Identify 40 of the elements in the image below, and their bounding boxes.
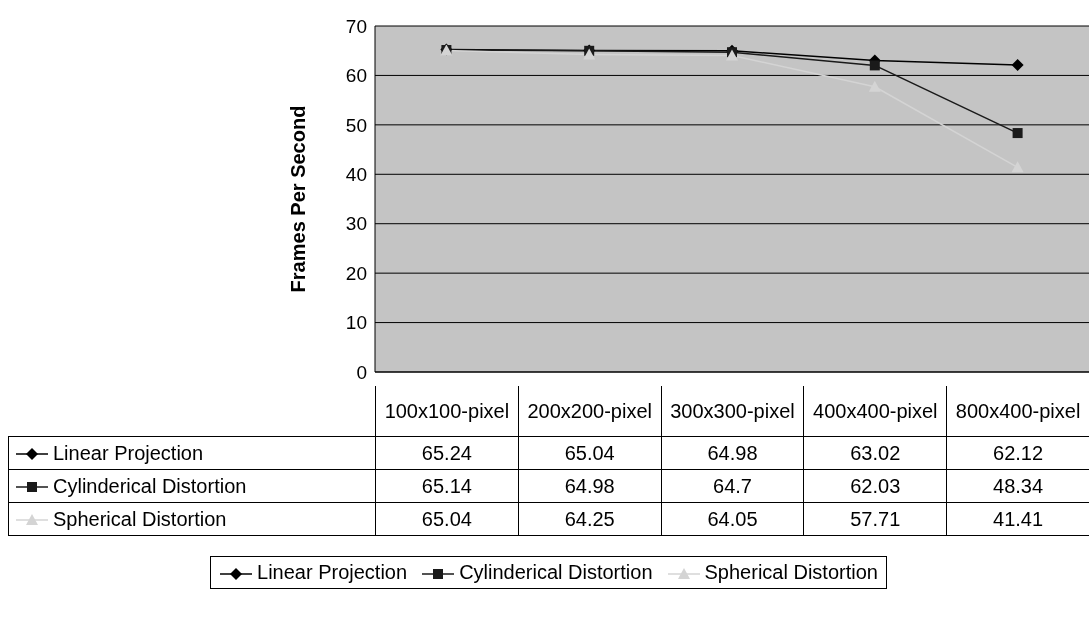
point bbox=[583, 48, 596, 60]
data-label: 62.03 bbox=[803, 469, 947, 503]
y-tick-label: 50 bbox=[345, 114, 367, 136]
data-label: 48.34 bbox=[946, 469, 1089, 503]
point bbox=[869, 60, 880, 71]
data-label: 64.25 bbox=[518, 502, 662, 536]
x-tick-label: 400x400-pixel bbox=[803, 386, 947, 437]
text: Spherical Distortion bbox=[53, 507, 227, 530]
data-label: 62.12 bbox=[946, 436, 1089, 470]
data-label: 64.98 bbox=[518, 469, 662, 503]
x-tick-label: 800x400-pixel bbox=[946, 386, 1089, 437]
y-tick-label: 40 bbox=[345, 164, 367, 186]
legend-label: Linear Projection bbox=[8, 436, 376, 470]
data-label: 65.04 bbox=[375, 502, 519, 536]
legend-label: Cylinderical Distortion bbox=[8, 469, 376, 503]
y-tick-label: 70 bbox=[345, 15, 367, 37]
legend-label: Spherical Distortion bbox=[703, 561, 878, 584]
point bbox=[1011, 161, 1024, 173]
data-label: 65.04 bbox=[518, 436, 662, 470]
data-label: 64.98 bbox=[661, 436, 804, 470]
data-label: 57.71 bbox=[803, 502, 947, 536]
data-label: 65.24 bbox=[375, 436, 519, 470]
x-tick-label: 200x200-pixel bbox=[518, 386, 662, 437]
y-tick-label: 60 bbox=[345, 65, 367, 87]
y-tick-label: 10 bbox=[345, 312, 367, 334]
text: Cylinderical Distortion bbox=[459, 561, 653, 583]
y-tick-label: 0 bbox=[356, 361, 367, 383]
y-axis-title: Frames Per Second bbox=[287, 105, 310, 293]
data-label: 64.7 bbox=[661, 469, 804, 503]
text: Linear Projection bbox=[257, 561, 408, 583]
point bbox=[1012, 128, 1023, 139]
data-label: 64.05 bbox=[661, 502, 804, 536]
y-tick-label: 30 bbox=[345, 213, 367, 235]
y-tick-label: 20 bbox=[345, 262, 367, 284]
data-label: 41.41 bbox=[946, 502, 1089, 536]
x-tick-label: 300x300-pixel bbox=[661, 386, 804, 437]
x-tick-label: 100x100-pixel bbox=[375, 386, 519, 437]
data-label: 65.14 bbox=[375, 469, 519, 503]
data-label: 63.02 bbox=[803, 436, 947, 470]
point bbox=[1011, 58, 1024, 71]
